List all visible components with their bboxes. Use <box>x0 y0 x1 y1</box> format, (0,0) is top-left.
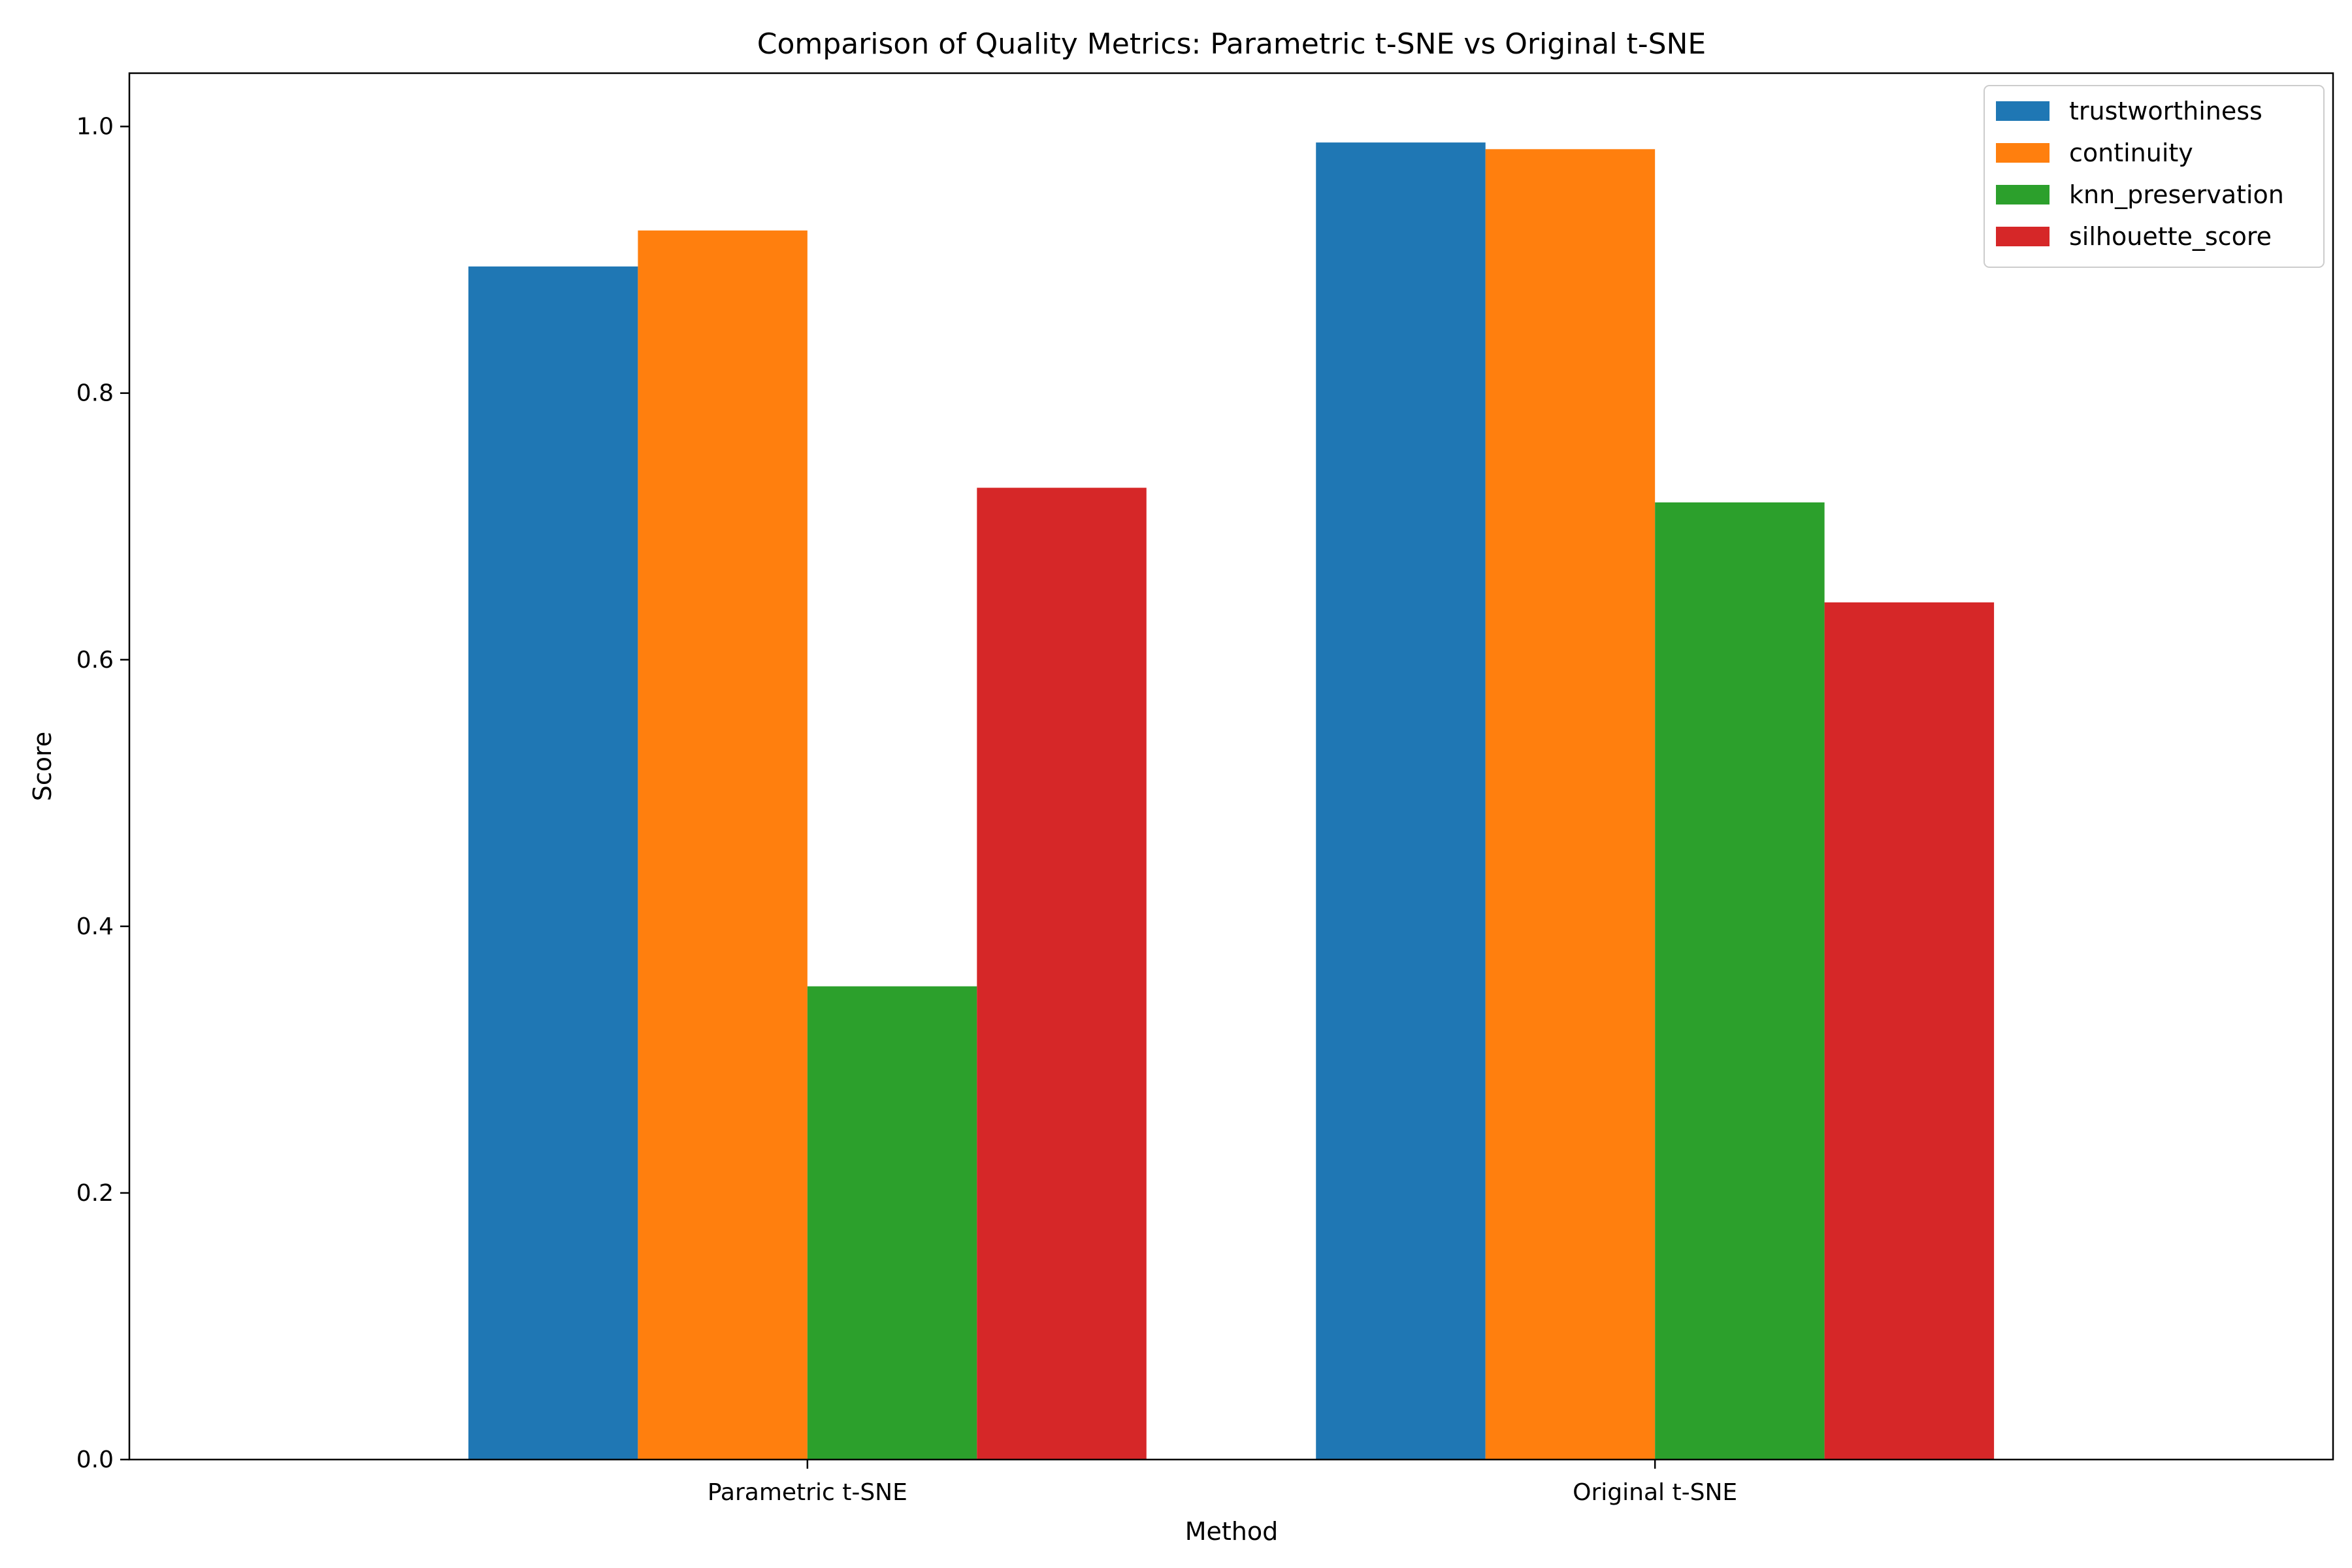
y-axis-label: Score <box>28 732 57 801</box>
bars-group <box>468 142 1995 1460</box>
plot-frame <box>128 72 2334 1461</box>
x-tick-label: Original t-SNE <box>1573 1479 1737 1506</box>
legend-label-trustworthiness: trustworthiness <box>2069 97 2262 125</box>
x-axis-ticks: Parametric t-SNE Original t-SNE <box>708 1460 1737 1506</box>
chart-title: Comparison of Quality Metrics: Parametri… <box>757 27 1706 61</box>
y-axis-ticks: 0.0 0.2 0.4 0.6 0.8 1.0 <box>76 114 129 1473</box>
y-tick-label: 0.0 <box>76 1446 114 1473</box>
x-axis-label: Method <box>1185 1517 1279 1546</box>
y-tick-label: 0.2 <box>76 1180 114 1207</box>
bar-continuity-0 <box>638 230 808 1460</box>
legend-swatch-silhouette_score <box>1996 227 2050 246</box>
legend: trustworthiness continuity knn_preservatio… <box>1984 85 2325 268</box>
y-tick-label: 0.4 <box>76 913 114 940</box>
legend-frame <box>1984 85 2325 268</box>
bar-knn_preservation-1 <box>1655 502 1825 1460</box>
legend-label-silhouette_score: silhouette_score <box>2069 222 2272 251</box>
legend-swatch-knn_preservation <box>1996 185 2050 204</box>
legend-swatch-trustworthiness <box>1996 101 2050 121</box>
bar-trustworthiness-1 <box>1316 142 1486 1460</box>
bar-trustworthiness-0 <box>468 266 638 1460</box>
bar-continuity-1 <box>1485 149 1656 1460</box>
legend-label-knn_preservation: knn_preservation <box>2069 180 2284 209</box>
legend-label-continuity: continuity <box>2069 139 2193 167</box>
bar-silhouette_score-0 <box>977 487 1147 1460</box>
x-tick-label: Parametric t-SNE <box>708 1479 907 1506</box>
bar-silhouette_score-1 <box>1824 602 1995 1460</box>
y-tick-label: 1.0 <box>76 114 114 140</box>
legend-swatch-continuity <box>1996 143 2050 163</box>
bar-knn_preservation-0 <box>807 986 977 1460</box>
y-tick-label: 0.8 <box>76 380 114 407</box>
y-tick-label: 0.6 <box>76 647 114 674</box>
